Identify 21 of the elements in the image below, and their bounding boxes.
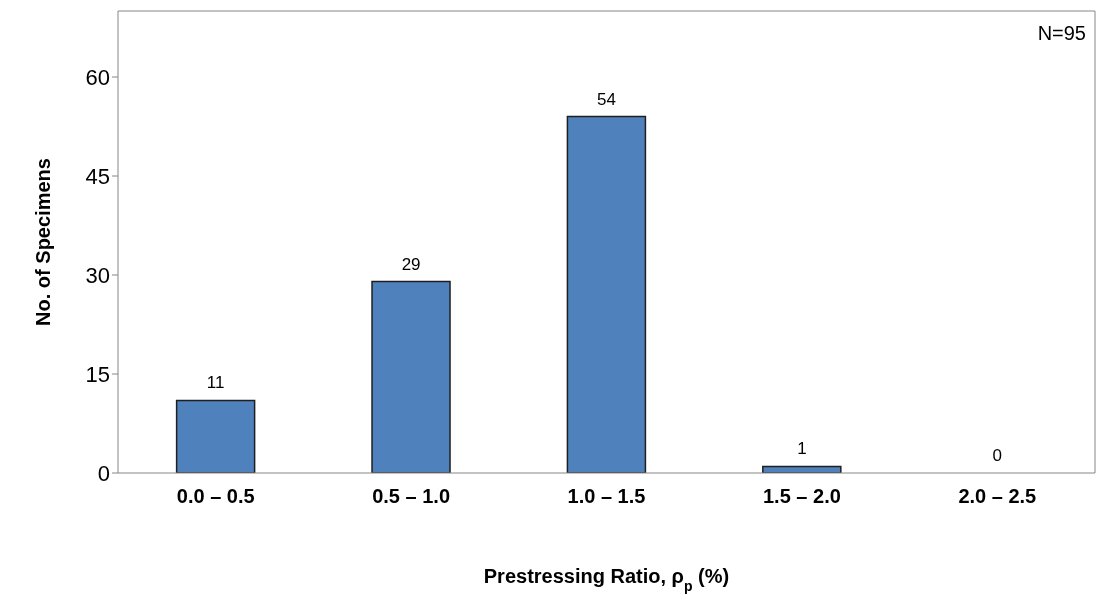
y-axis-title: No. of Specimens bbox=[32, 158, 55, 326]
bar bbox=[566, 115, 647, 473]
y-tick-label: 30 bbox=[85, 262, 110, 288]
x-tick-label: 2.0 – 2.5 bbox=[958, 485, 1037, 508]
data-label: 11 bbox=[206, 373, 225, 393]
data-label: 0 bbox=[992, 446, 1003, 465]
data-label: 29 bbox=[401, 254, 421, 274]
annotation: N=95 bbox=[1037, 22, 1086, 45]
y-tick-label: 45 bbox=[85, 163, 110, 189]
y-tick-label: 15 bbox=[85, 361, 110, 387]
x-tick-label: 0.0 – 0.5 bbox=[176, 485, 255, 508]
x-tick-label: 0.5 – 1.0 bbox=[372, 485, 451, 508]
data-label: 1 bbox=[797, 439, 807, 459]
y-tick-label: 60 bbox=[85, 64, 110, 90]
y-tick-label: 0 bbox=[97, 460, 110, 486]
x-axis-title: Prestressing Ratio, ρ$_{p}$ (%) bbox=[483, 565, 730, 594]
bar bbox=[175, 399, 256, 473]
bar bbox=[371, 280, 451, 473]
x-tick-label: 1.5 – 2.0 bbox=[762, 485, 841, 508]
x-tick-label: 1.0 – 1.5 bbox=[567, 485, 646, 508]
data-label: 54 bbox=[597, 89, 616, 109]
